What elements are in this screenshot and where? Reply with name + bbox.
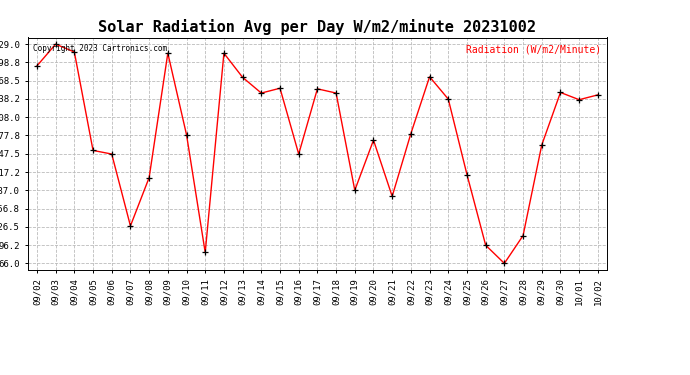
Title: Solar Radiation Avg per Day W/m2/minute 20231002: Solar Radiation Avg per Day W/m2/minute …: [99, 19, 536, 35]
Text: Radiation (W/m2/Minute): Radiation (W/m2/Minute): [466, 45, 602, 54]
Text: Copyright 2023 Cartronics.com: Copyright 2023 Cartronics.com: [33, 45, 168, 54]
